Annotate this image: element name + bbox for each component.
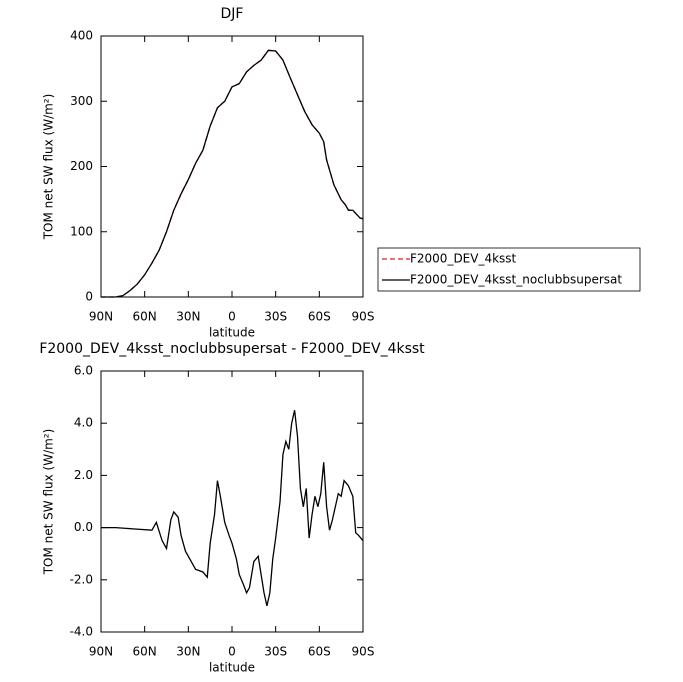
x-tick-label: 0	[228, 310, 236, 324]
y-tick-label: 2.0	[74, 468, 93, 482]
x-tick-label: 30S	[264, 310, 287, 324]
y-tick-label: 0.0	[74, 520, 93, 534]
x-tick-label: 30N	[176, 310, 200, 324]
plot-frame	[100, 370, 364, 633]
x-tick-label: 60S	[308, 645, 331, 659]
x-tick-label: 60S	[308, 310, 331, 324]
y-tick-label: 400	[70, 29, 93, 43]
data-line	[101, 410, 364, 607]
x-tick-label: 30S	[264, 645, 287, 659]
y-tick-label: 100	[70, 224, 93, 238]
legend-box	[377, 247, 641, 292]
data-line	[101, 49, 364, 298]
y-tick-label: -4.0	[70, 625, 93, 639]
x-axis-label: latitude	[209, 661, 255, 675]
legend-label: F2000_DEV_4ksst_noclubbsupersat	[410, 273, 622, 287]
y-axis-label: TOM net SW flux (W/m²)	[42, 94, 56, 241]
chart-title: F2000_DEV_4ksst_noclubbsupersat - F2000_…	[39, 341, 425, 357]
y-tick-label: 200	[70, 159, 93, 173]
x-tick-label: 90S	[352, 310, 375, 324]
x-tick-label: 90N	[89, 645, 113, 659]
y-tick-label: 4.0	[74, 416, 93, 430]
x-tick-label: 60N	[133, 645, 157, 659]
x-tick-label: 30N	[176, 645, 200, 659]
x-tick-label: 90S	[352, 645, 375, 659]
y-tick-label: 6.0	[74, 364, 93, 378]
plot-frame	[100, 35, 364, 298]
y-tick-label: 300	[70, 94, 93, 108]
x-tick-label: 60N	[133, 310, 157, 324]
x-axis-label: latitude	[209, 326, 255, 340]
y-tick-label: 0	[85, 290, 93, 304]
y-tick-label: -2.0	[70, 572, 93, 586]
legend-label: F2000_DEV_4ksst	[410, 252, 517, 266]
chart-title: DJF	[221, 6, 244, 22]
x-tick-label: 0	[228, 645, 236, 659]
x-tick-label: 90N	[89, 310, 113, 324]
y-axis-label: TOM net SW flux (W/m²)	[42, 429, 56, 576]
